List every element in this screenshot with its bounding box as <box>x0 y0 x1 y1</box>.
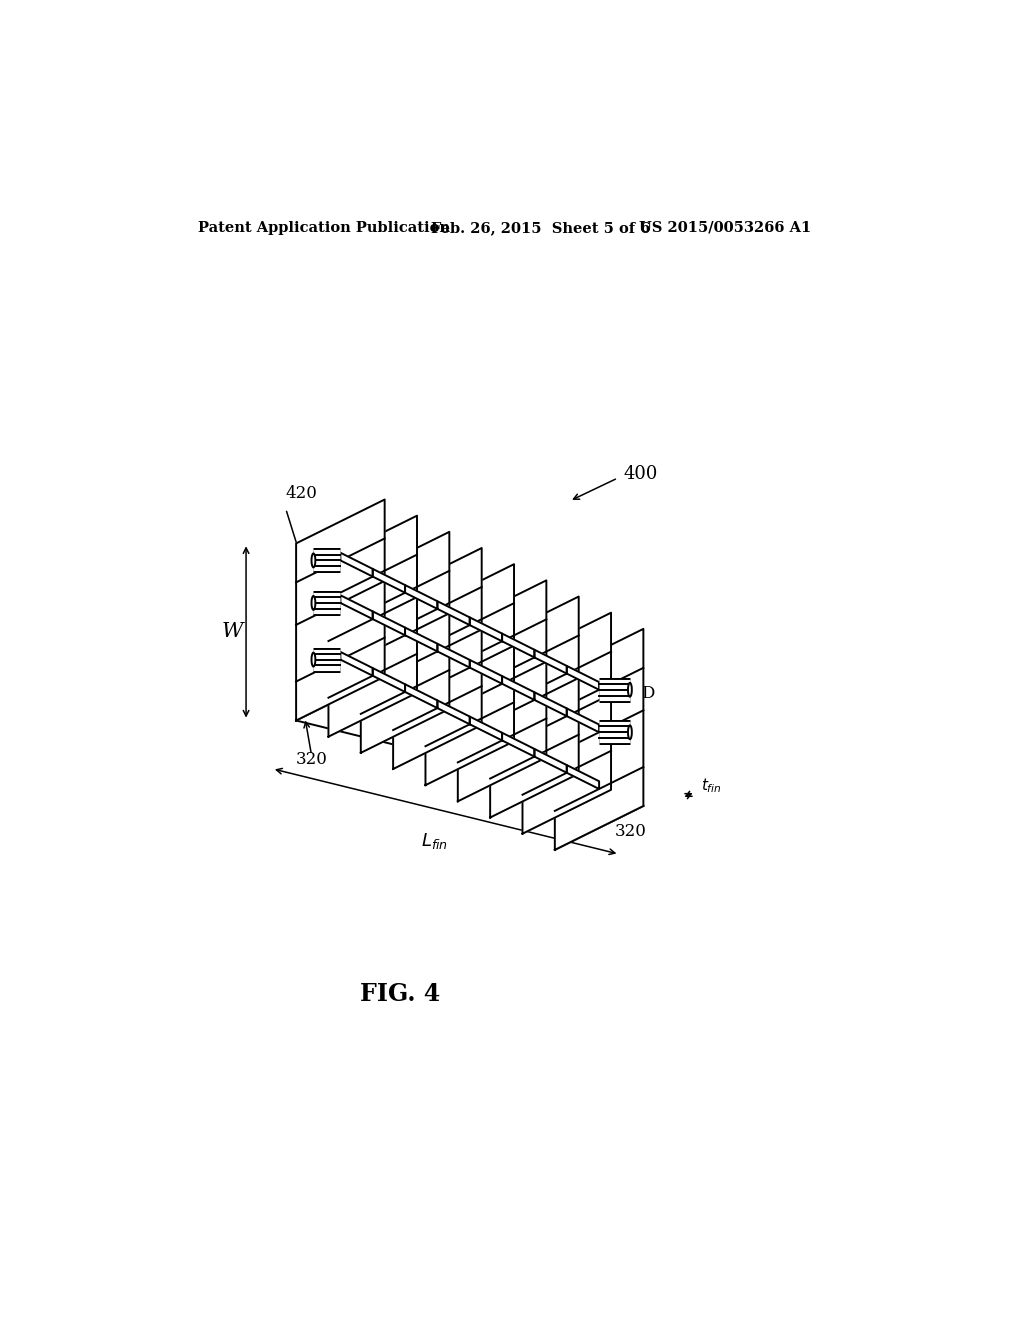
Polygon shape <box>535 692 566 717</box>
Polygon shape <box>437 601 470 626</box>
Text: D: D <box>641 685 654 702</box>
Text: Patent Application Publication: Patent Application Publication <box>199 220 451 235</box>
Polygon shape <box>373 569 406 593</box>
Polygon shape <box>360 532 450 752</box>
Text: $L_{fin}$: $L_{fin}$ <box>421 830 447 850</box>
Polygon shape <box>522 612 611 834</box>
Polygon shape <box>470 717 502 741</box>
Text: 320: 320 <box>296 751 328 767</box>
Polygon shape <box>470 660 502 684</box>
Polygon shape <box>437 644 470 668</box>
Polygon shape <box>502 634 535 657</box>
Polygon shape <box>535 649 566 673</box>
Polygon shape <box>406 627 437 652</box>
Polygon shape <box>340 553 373 577</box>
Text: 420: 420 <box>285 484 317 502</box>
Text: W: W <box>221 623 243 642</box>
Polygon shape <box>555 628 643 850</box>
Ellipse shape <box>311 553 315 568</box>
Polygon shape <box>340 595 373 619</box>
Ellipse shape <box>311 597 315 610</box>
Polygon shape <box>296 499 385 721</box>
Ellipse shape <box>311 652 315 667</box>
Polygon shape <box>340 595 599 733</box>
Polygon shape <box>437 701 470 725</box>
Polygon shape <box>373 668 406 692</box>
Polygon shape <box>329 516 417 737</box>
Polygon shape <box>535 748 566 772</box>
Polygon shape <box>566 709 599 733</box>
Polygon shape <box>406 585 437 609</box>
Polygon shape <box>458 581 547 801</box>
Polygon shape <box>502 676 535 700</box>
Polygon shape <box>340 553 599 690</box>
Polygon shape <box>470 618 502 642</box>
Text: 320: 320 <box>614 824 646 841</box>
Text: 400: 400 <box>624 465 657 483</box>
Polygon shape <box>425 564 514 785</box>
Text: US 2015/0053266 A1: US 2015/0053266 A1 <box>639 220 811 235</box>
Polygon shape <box>340 652 599 789</box>
Ellipse shape <box>628 682 632 697</box>
Polygon shape <box>373 611 406 635</box>
Polygon shape <box>502 733 535 756</box>
Polygon shape <box>566 665 599 690</box>
Text: $t_{fin}$: $t_{fin}$ <box>701 776 722 795</box>
Polygon shape <box>340 652 373 676</box>
Polygon shape <box>393 548 481 770</box>
Text: FIG. 4: FIG. 4 <box>359 982 440 1006</box>
Ellipse shape <box>628 726 632 739</box>
Polygon shape <box>490 597 579 817</box>
Polygon shape <box>566 766 599 789</box>
Polygon shape <box>406 684 437 708</box>
Text: Feb. 26, 2015  Sheet 5 of 6: Feb. 26, 2015 Sheet 5 of 6 <box>431 220 650 235</box>
